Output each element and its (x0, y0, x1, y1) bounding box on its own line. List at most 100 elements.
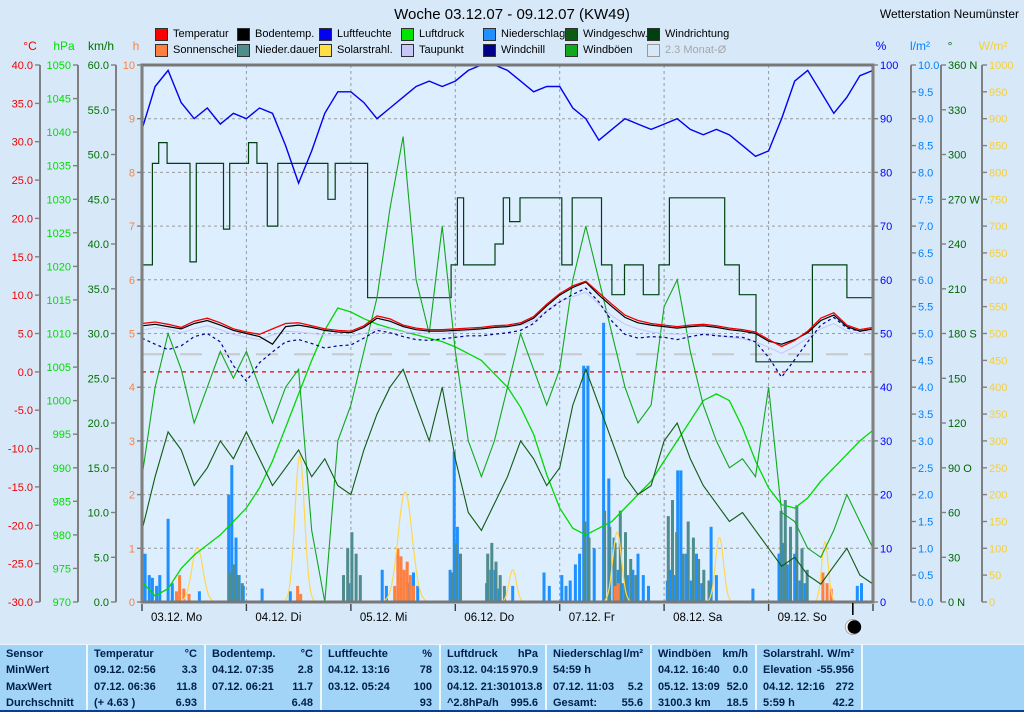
table-header-row: Solarstrahl. W/m² (757, 645, 861, 661)
svg-text:990: 990 (53, 463, 71, 475)
table-data-row-maxwert: 04.12. 12:16 272 (757, 678, 861, 694)
svg-text:2.5: 2.5 (918, 463, 933, 475)
cell-text: 3100.3 km (658, 696, 711, 709)
cell-value: 55.6 (621, 696, 643, 709)
svg-text:05.12. Mi: 05.12. Mi (360, 612, 407, 624)
svg-text:950: 950 (989, 87, 1007, 99)
svg-text:0: 0 (880, 597, 886, 609)
svg-text:450: 450 (989, 355, 1007, 367)
svg-text:0.5: 0.5 (918, 570, 933, 582)
legend-item-niederschlag[interactable]: Niederschlag (483, 27, 565, 41)
sensor-name: Windböen (658, 648, 712, 660)
table-data-row-minwert: Elevation -55.956 (757, 661, 861, 677)
legend-item-taupunkt[interactable]: Taupunkt (401, 43, 464, 57)
svg-text:0.0: 0.0 (918, 597, 933, 609)
legend-item-windchill[interactable]: Windchill (483, 43, 545, 57)
svg-text:9.5: 9.5 (918, 87, 933, 99)
svg-text:1: 1 (129, 543, 135, 555)
legend-item-2-3-monat-[interactable]: 2.3 Monat-Ø (647, 43, 726, 57)
sensor-unit: W/m² (827, 648, 854, 660)
cell-value: 2.8 (297, 664, 313, 677)
svg-text:10.0: 10.0 (12, 290, 33, 302)
table-sensor-column-luftfeuchte: Luftfeuchte% 04.12. 13:16 78 03.12. 05:24 10… (322, 645, 441, 710)
svg-text:4.0: 4.0 (918, 382, 933, 394)
legend-item-bodentemp-[interactable]: Bodentemp. (237, 27, 314, 41)
svg-text:08.12. Sa: 08.12. Sa (673, 612, 723, 624)
svg-text:5.5: 5.5 (918, 302, 933, 314)
svg-text:40.0: 40.0 (88, 239, 109, 251)
row-label-text: MinWert (6, 664, 50, 677)
svg-text:l/m²: l/m² (910, 39, 930, 53)
svg-text:120: 120 (948, 418, 966, 430)
row-label-text: MaxWert (6, 680, 52, 693)
svg-text:0: 0 (129, 597, 135, 609)
legend-checkbox-icon (647, 43, 660, 57)
cell-value: -55.956 (816, 664, 854, 677)
legend-item-nieder-dauer[interactable]: Nieder.dauer (237, 43, 318, 57)
svg-text:5: 5 (129, 329, 135, 341)
legend-label: Solarstrahl. (337, 44, 393, 56)
legend-color-swatch (565, 43, 578, 57)
svg-text:90 O: 90 O (948, 463, 972, 475)
table-empty-column (863, 645, 1024, 710)
svg-text:8: 8 (129, 167, 135, 179)
svg-text:35.0: 35.0 (12, 98, 33, 110)
table-data-row-durchschnitt: (+ 4.63 ) 6.93 (88, 694, 204, 710)
cell-value: 18.5 (726, 696, 748, 709)
legend-item-windb-en[interactable]: Windböen (565, 43, 633, 57)
svg-text:30: 30 (948, 552, 960, 564)
svg-text:2: 2 (129, 490, 135, 502)
cell-text: 54:59 h (553, 664, 591, 677)
svg-text:550: 550 (989, 302, 1007, 314)
legend-item-luftdruck[interactable]: Luftdruck (401, 27, 464, 41)
table-header-row: Temperatur °C (88, 645, 204, 661)
cell-value: 78 (419, 664, 432, 677)
legend-item-luftfeuchte[interactable]: Luftfeuchte (319, 27, 391, 41)
table-row-labels-column: Sensor MinWert MaxWert Durchschnitt (0, 645, 88, 710)
moon-phase-icon (844, 619, 862, 635)
legend-color-swatch (155, 43, 168, 57)
svg-text:4.5: 4.5 (918, 355, 933, 367)
svg-text:800: 800 (989, 167, 1007, 179)
svg-text:-15.0: -15.0 (8, 482, 33, 494)
cell-value: 93 (419, 696, 432, 709)
cell-value: 1013.8 (508, 680, 543, 693)
svg-text:300: 300 (989, 436, 1007, 448)
legend-color-swatch (401, 43, 414, 57)
svg-text:h: h (133, 39, 140, 53)
table-data-row-minwert: 54:59 h (547, 661, 650, 677)
svg-text:1050: 1050 (47, 60, 71, 72)
legend-label: Temperatur (173, 28, 229, 40)
svg-text:100: 100 (989, 543, 1007, 555)
legend-item-windrichtung[interactable]: Windrichtung (647, 27, 729, 41)
table-header-row: Windböen km/h (652, 645, 755, 661)
cell-value: 100 (413, 680, 432, 693)
table-data-row-maxwert: 04.12. 21:30 1013.8 (441, 678, 545, 694)
legend-item-solarstrahl-[interactable]: Solarstrahl. (319, 43, 393, 57)
svg-text:6.0: 6.0 (918, 275, 933, 287)
svg-text:300: 300 (948, 150, 966, 162)
svg-text:0.0: 0.0 (18, 367, 33, 379)
svg-text:60: 60 (880, 275, 892, 287)
svg-text:7.0: 7.0 (918, 221, 933, 233)
cell-text: Gesamt: (553, 696, 598, 709)
table-data-row-maxwert: 07.12. 11:03 5.2 (547, 678, 650, 694)
legend-item-windgeschw-[interactable]: Windgeschw. (565, 27, 648, 41)
table-sensor-column-luftdruck: Luftdruck hPa 03.12. 04:15 970.9 04.12. 21:3… (441, 645, 547, 710)
legend-item-sonnenschein[interactable]: Sonnenschein (155, 43, 243, 57)
cell-value: 11.8 (176, 680, 197, 693)
table-header-row: Luftdruck hPa (441, 645, 545, 661)
svg-text:15.0: 15.0 (12, 252, 33, 264)
svg-text:7.5: 7.5 (918, 194, 933, 206)
table-row-label: MinWert (0, 661, 86, 677)
svg-text:750: 750 (989, 194, 1007, 206)
cell-text: 05.12. 13:09 (658, 680, 720, 693)
table-sensor-column-windb-en: Windböen km/h 04.12. 16:40 0.0 05.12. 13:09 5… (652, 645, 757, 710)
legend-label: Luftdruck (419, 28, 465, 40)
svg-text:90: 90 (880, 114, 892, 126)
svg-text:6.5: 6.5 (918, 248, 933, 260)
svg-text:1010: 1010 (47, 329, 71, 341)
legend-label: Taupunkt (419, 44, 464, 56)
legend-item-temperatur[interactable]: Temperatur (155, 27, 229, 41)
svg-text:985: 985 (53, 496, 71, 508)
